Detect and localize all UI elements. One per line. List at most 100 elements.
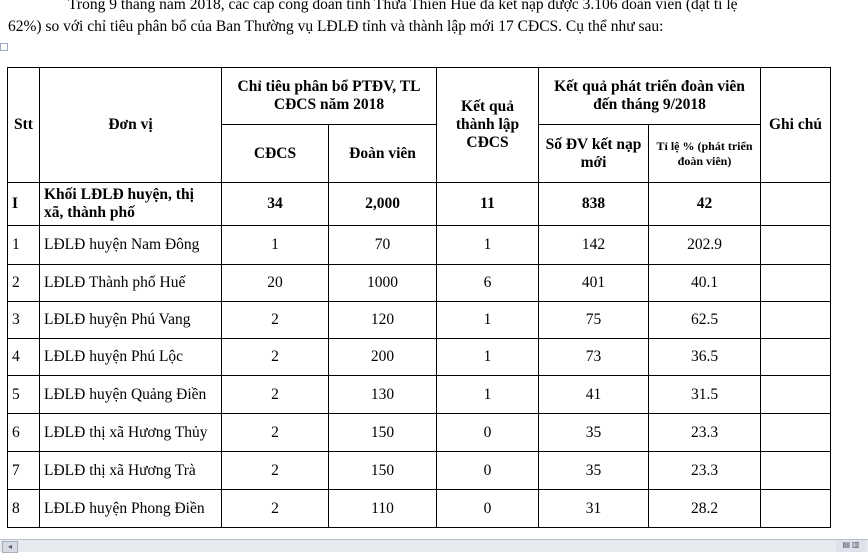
row-ket-qua-tl: 1	[436, 338, 539, 376]
row-ti-le: 202.9	[648, 225, 761, 265]
view-icons[interactable]: ▤ ▥	[836, 540, 866, 552]
row-ket-qua-tl: 0	[436, 413, 539, 452]
row-stt: 6	[7, 413, 40, 452]
row-don-vi: LĐLĐ huyện Phú Vang	[39, 301, 222, 339]
row-so-dv: 838	[538, 182, 649, 226]
table-row: I Khối LĐLĐ huyện, thị xã, thành phố 34 2,0…	[7, 182, 831, 226]
row-cdcs: 34	[221, 182, 329, 226]
row-ghi-chu	[760, 225, 831, 265]
header-ket-qua-thanh-lap: Kết quả thành lập CĐCS	[436, 67, 539, 183]
row-so-dv: 75	[538, 301, 649, 339]
status-bar: ◂ ▤ ▥	[0, 539, 868, 553]
row-cdcs: 2	[221, 489, 329, 528]
row-ti-le: 62.5	[648, 301, 761, 339]
row-ti-le: 23.3	[648, 413, 761, 452]
row-don-vi: LĐLĐ huyện Nam Đông	[39, 225, 222, 265]
header-ghi-chu: Ghi chú	[760, 67, 831, 183]
row-cdcs: 2	[221, 338, 329, 376]
row-doan-vien: 150	[328, 451, 437, 490]
header-doan-vien: Đoàn viên	[328, 124, 437, 183]
row-so-dv: 41	[538, 375, 649, 414]
row-cdcs: 2	[221, 375, 329, 414]
row-ket-qua-tl: 1	[436, 301, 539, 339]
row-ti-le: 31.5	[648, 375, 761, 414]
row-stt: I	[7, 182, 40, 226]
table-row: 2 LĐLĐ Thành phố Huế 20 1000 6 401 40.1	[7, 264, 831, 302]
row-ghi-chu	[760, 489, 831, 528]
row-ghi-chu	[760, 182, 831, 226]
row-doan-vien: 110	[328, 489, 437, 528]
row-stt: 1	[7, 225, 40, 265]
table-row: 3 LĐLĐ huyện Phú Vang 2 120 1 75 62.5	[7, 301, 831, 339]
row-don-vi: LĐLĐ thị xã Hương Thủy	[39, 413, 222, 452]
header-so-dv: Số ĐV kết nạp mới	[538, 124, 649, 183]
row-don-vi: LĐLĐ huyện Quảng Điền	[39, 375, 222, 414]
row-cdcs: 2	[221, 301, 329, 339]
row-so-dv: 35	[538, 413, 649, 452]
header-don-vi: Đơn vị	[39, 67, 222, 183]
row-doan-vien: 130	[328, 375, 437, 414]
table-row: 5 LĐLĐ huyện Quảng Điền 2 130 1 41 31.5	[7, 375, 831, 414]
intro-paragraph: Trong 9 tháng năm 2018, các cấp công đoà…	[0, 0, 868, 38]
header-cdcs: CĐCS	[221, 124, 329, 183]
row-ghi-chu	[760, 375, 831, 414]
row-so-dv: 142	[538, 225, 649, 265]
row-doan-vien: 200	[328, 338, 437, 376]
row-ghi-chu	[760, 413, 831, 452]
row-so-dv: 73	[538, 338, 649, 376]
header-ket-qua-phat-trien: Kết quả phát triển đoàn viên đến tháng 9…	[538, 67, 761, 125]
row-so-dv: 31	[538, 489, 649, 528]
row-don-vi: LĐLĐ huyện Phong Điền	[39, 489, 222, 528]
row-doan-vien: 150	[328, 413, 437, 452]
row-doan-vien: 70	[328, 225, 437, 265]
row-ti-le: 36.5	[648, 338, 761, 376]
row-don-vi: LĐLĐ thị xã Hương Trà	[39, 451, 222, 490]
scroll-left-icon[interactable]: ◂	[2, 541, 18, 553]
paragraph-line-1: Trong 9 tháng năm 2018, các cấp công đoà…	[68, 0, 738, 13]
row-don-vi: LĐLĐ huyện Phú Lộc	[39, 338, 222, 376]
row-ket-qua-tl: 0	[436, 451, 539, 490]
row-cdcs: 1	[221, 225, 329, 265]
row-stt: 2	[7, 264, 40, 302]
table-row: 7 LĐLĐ thị xã Hương Trà 2 150 0 35 23.3	[7, 451, 831, 490]
row-ti-le: 42	[648, 182, 761, 226]
row-stt: 5	[7, 375, 40, 414]
statistics-table: Stt Đơn vị Chỉ tiêu phân bổ PTĐV, TL CĐC…	[7, 67, 831, 528]
row-don-vi: LĐLĐ Thành phố Huế	[39, 264, 222, 302]
row-ghi-chu	[760, 264, 831, 302]
row-ti-le: 23.3	[648, 451, 761, 490]
header-ti-le: Tỉ lệ % (phát triển đoàn viên)	[648, 124, 761, 183]
row-so-dv: 401	[538, 264, 649, 302]
row-don-vi: Khối LĐLĐ huyện, thị xã, thành phố	[39, 182, 222, 226]
row-stt: 3	[7, 301, 40, 339]
header-stt: Stt	[7, 67, 40, 183]
table-row: 6 LĐLĐ thị xã Hương Thủy 2 150 0 35 23.3	[7, 413, 831, 452]
row-stt: 8	[7, 489, 40, 528]
row-ti-le: 40.1	[648, 264, 761, 302]
row-ghi-chu	[760, 451, 831, 490]
row-ghi-chu	[760, 338, 831, 376]
row-doan-vien: 2,000	[328, 182, 437, 226]
row-stt: 4	[7, 338, 40, 376]
row-doan-vien: 120	[328, 301, 437, 339]
row-stt: 7	[7, 451, 40, 490]
table-body: I Khối LĐLĐ huyện, thị xã, thành phố 34 2,0…	[7, 182, 831, 528]
table-move-handle-icon[interactable]	[0, 43, 8, 51]
row-cdcs: 2	[221, 451, 329, 490]
row-cdcs: 20	[221, 264, 329, 302]
table-row: 8 LĐLĐ huyện Phong Điền 2 110 0 31 28.2	[7, 489, 831, 528]
row-ket-qua-tl: 0	[436, 489, 539, 528]
header-chi-tieu: Chỉ tiêu phân bổ PTĐV, TL CĐCS năm 2018	[221, 67, 437, 125]
paragraph-line-2: 62%) so với chỉ tiêu phân bổ của Ban Thư…	[8, 18, 664, 35]
table-row: 4 LĐLĐ huyện Phú Lộc 2 200 1 73 36.5	[7, 338, 831, 376]
row-ket-qua-tl: 6	[436, 264, 539, 302]
row-cdcs: 2	[221, 413, 329, 452]
row-ket-qua-tl: 11	[436, 182, 539, 226]
row-ti-le: 28.2	[648, 489, 761, 528]
table-row: 1 LĐLĐ huyện Nam Đông 1 70 1 142 202.9	[7, 225, 831, 265]
row-so-dv: 35	[538, 451, 649, 490]
row-ghi-chu	[760, 301, 831, 339]
row-ket-qua-tl: 1	[436, 375, 539, 414]
row-ket-qua-tl: 1	[436, 225, 539, 265]
row-doan-vien: 1000	[328, 264, 437, 302]
